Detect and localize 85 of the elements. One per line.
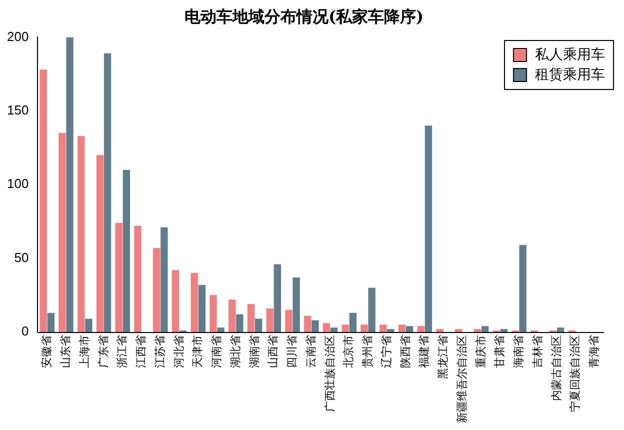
- bar: [398, 324, 406, 332]
- bar: [304, 316, 312, 332]
- chart-title: 电动车地域分布情况(私家车降序): [184, 6, 424, 26]
- legend-label: 私人乘用车: [535, 46, 605, 65]
- x-tick-label: 江西省: [134, 335, 148, 368]
- bar: [417, 326, 424, 332]
- x-tick-label: 黑龙江省: [436, 335, 450, 379]
- bar: [228, 300, 236, 332]
- bar: [58, 133, 66, 332]
- bar: [292, 277, 300, 332]
- bar: [360, 324, 368, 332]
- bar: [104, 53, 112, 332]
- bar: [481, 326, 489, 332]
- bar: [455, 329, 462, 332]
- bar: [474, 329, 482, 332]
- x-tick-label: 安徽省: [40, 335, 54, 368]
- bar: [115, 222, 122, 332]
- bar: [122, 170, 130, 332]
- bar: [285, 310, 292, 332]
- x-tick-label: 北京市: [342, 335, 356, 368]
- x-tick-label: 河南省: [210, 335, 224, 368]
- bar: [342, 324, 349, 332]
- bar: [274, 264, 282, 332]
- y-tick-label: 0: [21, 324, 29, 339]
- bar: [236, 314, 244, 332]
- bar: [78, 136, 85, 332]
- bar: [134, 226, 142, 332]
- y-tick-label: 50: [14, 250, 29, 265]
- bar: [556, 328, 564, 332]
- bar: [424, 126, 432, 332]
- x-tick-label: 吉林省: [530, 335, 544, 368]
- x-tick-label: 新疆维吾尔自治区: [455, 335, 468, 423]
- bar: [349, 312, 357, 332]
- x-tick-label: 上海市: [78, 335, 91, 368]
- bar: [217, 328, 224, 332]
- x-tick-label: 内蒙古自治区: [550, 335, 563, 401]
- x-tick-label: 重庆市: [474, 335, 488, 368]
- y-tick-label: 100: [6, 176, 29, 192]
- bar: [500, 329, 508, 332]
- x-tick-label: 云南省: [304, 335, 318, 368]
- x-tick-label: 湖南省: [248, 335, 261, 368]
- x-tick-label: 贵州省: [361, 335, 374, 368]
- x-tick-label: 广东省: [96, 335, 110, 368]
- bar: [96, 155, 104, 332]
- bar: [406, 326, 414, 332]
- x-tick-label: 甘肃省: [493, 335, 506, 368]
- x-tick-label: 江苏省: [153, 335, 166, 368]
- bar: [198, 284, 206, 332]
- x-tick-label: 天津市: [191, 335, 204, 368]
- bar: [330, 328, 338, 332]
- bar: [85, 318, 92, 332]
- bar: [247, 304, 255, 332]
- bar: [172, 270, 180, 332]
- bar: [312, 320, 319, 332]
- x-tick-label: 陕西省: [398, 335, 412, 368]
- bar: [254, 318, 262, 332]
- bar: [210, 295, 217, 332]
- bar: [519, 245, 526, 332]
- x-tick-label: 山西省: [266, 335, 280, 368]
- bar: [160, 227, 168, 332]
- bar: [153, 248, 160, 332]
- legend-label: 租赁乘用车: [535, 66, 605, 85]
- x-tick-label: 青海省: [588, 335, 601, 368]
- x-tick-label: 山东省: [59, 335, 72, 368]
- bar: [190, 273, 198, 332]
- x-tick-label: 河北省: [172, 335, 186, 368]
- x-tick-label: 湖北省: [228, 335, 242, 368]
- x-tick-label: 广西壮族自治区: [323, 335, 336, 412]
- bar: [368, 288, 376, 332]
- bar: [266, 308, 274, 332]
- bar: [40, 70, 47, 332]
- bar: [66, 37, 74, 332]
- x-tick-label: 四川省: [286, 335, 299, 368]
- bar: [380, 324, 387, 332]
- bar: [387, 329, 394, 332]
- bar: [322, 323, 330, 332]
- y-tick-label: 200: [6, 28, 29, 44]
- x-tick-label: 福建省: [418, 335, 431, 368]
- x-tick-label: 宁夏回族自治区: [568, 335, 582, 412]
- bar: [436, 329, 444, 332]
- x-tick-label: 辽宁省: [380, 335, 393, 368]
- bar: [47, 312, 54, 332]
- x-tick-label: 海南省: [512, 335, 526, 368]
- y-tick-label: 150: [6, 102, 29, 118]
- x-tick-label: 浙江省: [116, 335, 129, 368]
